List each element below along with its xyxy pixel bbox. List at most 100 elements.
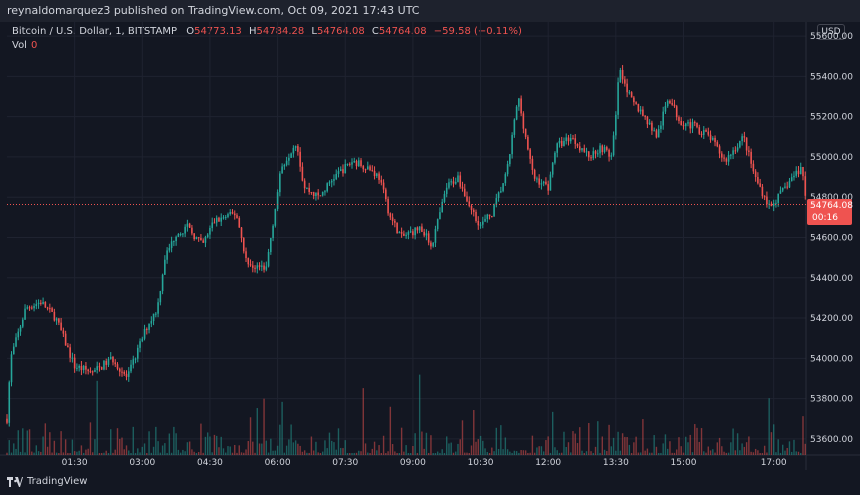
volume-bar	[297, 443, 299, 455]
volume-bar	[294, 440, 297, 455]
candle-body	[563, 141, 565, 147]
volume-bar	[443, 452, 446, 455]
candle-body	[182, 233, 184, 235]
candle-body	[578, 146, 581, 151]
candle-body	[786, 186, 789, 188]
candle-body	[317, 192, 319, 196]
candle-body	[315, 192, 317, 197]
candle-body	[770, 203, 773, 207]
candle-body	[195, 237, 198, 240]
volume-bar	[513, 450, 516, 455]
volume-bar	[759, 452, 761, 455]
volume-bar	[394, 451, 396, 455]
volume-bar	[272, 450, 274, 455]
volume-bar	[400, 427, 403, 455]
candle-body	[657, 129, 660, 138]
candle-body	[276, 192, 279, 209]
candle-body	[493, 204, 495, 217]
candle-body	[761, 186, 764, 197]
volume-bar	[82, 452, 85, 455]
candle-body	[76, 367, 78, 369]
volume-bar	[597, 421, 599, 455]
volume-bar	[784, 450, 786, 455]
candle-body	[35, 304, 38, 307]
volume-bar	[558, 452, 561, 455]
volume-bar	[439, 452, 441, 455]
candle-body	[610, 155, 613, 157]
candle-body	[274, 208, 277, 226]
candle-body	[522, 113, 525, 129]
volume-bar	[292, 442, 295, 455]
volume-bar	[155, 426, 157, 455]
volume-bar	[446, 436, 448, 455]
candle-body	[150, 321, 153, 324]
volume-bar	[238, 445, 240, 455]
volume-bar	[303, 450, 306, 455]
last-price-tag: 54764.08 00:16	[807, 199, 853, 225]
volume-bar	[590, 451, 592, 455]
volume-bar	[509, 451, 511, 455]
candle-body	[71, 357, 74, 359]
candle-body	[491, 216, 493, 218]
candle-body	[148, 323, 150, 330]
candle-body	[173, 241, 175, 243]
candle-body	[168, 247, 171, 251]
volume-bar	[240, 452, 243, 455]
candle-body	[554, 152, 556, 163]
x-tick-label: 04:30	[197, 458, 223, 468]
volume-bar	[653, 435, 655, 455]
bar-countdown: 00:16	[812, 213, 838, 223]
volume-bar	[358, 450, 360, 455]
volume-bar	[267, 452, 270, 455]
volume-bar	[671, 452, 673, 455]
x-tick-label: 03:00	[129, 458, 155, 468]
volume-bar	[141, 446, 143, 455]
volume-bar	[766, 452, 768, 455]
volume-bar	[520, 449, 522, 455]
volume-bar	[576, 443, 579, 455]
volume-bar	[13, 443, 15, 455]
candle-body	[233, 213, 236, 216]
last-price-value: 54764.08	[810, 201, 853, 211]
candle-body	[344, 164, 347, 174]
volume-bar	[91, 452, 94, 455]
candle-body	[497, 192, 500, 199]
volume-bar	[396, 452, 398, 455]
candle-body	[132, 359, 135, 365]
candle-body	[351, 162, 353, 165]
volume-bar	[346, 452, 349, 455]
volume-bar	[421, 431, 423, 455]
volume-bar	[252, 441, 254, 455]
candle-body	[290, 153, 292, 158]
volume-bar	[800, 452, 802, 455]
volume-bar	[166, 452, 168, 455]
tradingview-footer[interactable]: TradingView	[7, 476, 87, 487]
candle-body	[788, 181, 791, 188]
candle-body	[642, 109, 644, 116]
currency-button[interactable]: USD	[817, 24, 845, 40]
candle-body	[511, 134, 513, 155]
candle-body	[687, 122, 689, 124]
volume-bar	[258, 443, 261, 455]
candle-body	[211, 222, 213, 229]
candle-body	[188, 223, 191, 228]
x-tick-label: 15:00	[671, 458, 697, 468]
candle-body	[175, 236, 177, 242]
volume-bar	[712, 449, 714, 455]
volume-bar	[554, 447, 556, 455]
volume-bar	[730, 442, 732, 455]
candle-body	[673, 104, 676, 107]
volume-bar	[788, 441, 791, 455]
candle-body	[308, 187, 310, 192]
candle-body	[684, 123, 687, 127]
candle-body	[303, 180, 306, 189]
candle-body	[366, 166, 369, 170]
symbol-label[interactable]: Bitcoin / U.S. Dollar, 1, BITSTAMP	[12, 26, 178, 37]
low-label: L	[311, 26, 317, 37]
candle-body	[53, 311, 56, 321]
volume-label[interactable]: Vol	[12, 40, 27, 51]
candle-body	[254, 267, 256, 269]
volume-bar	[114, 449, 116, 455]
volume-bar	[714, 452, 716, 455]
